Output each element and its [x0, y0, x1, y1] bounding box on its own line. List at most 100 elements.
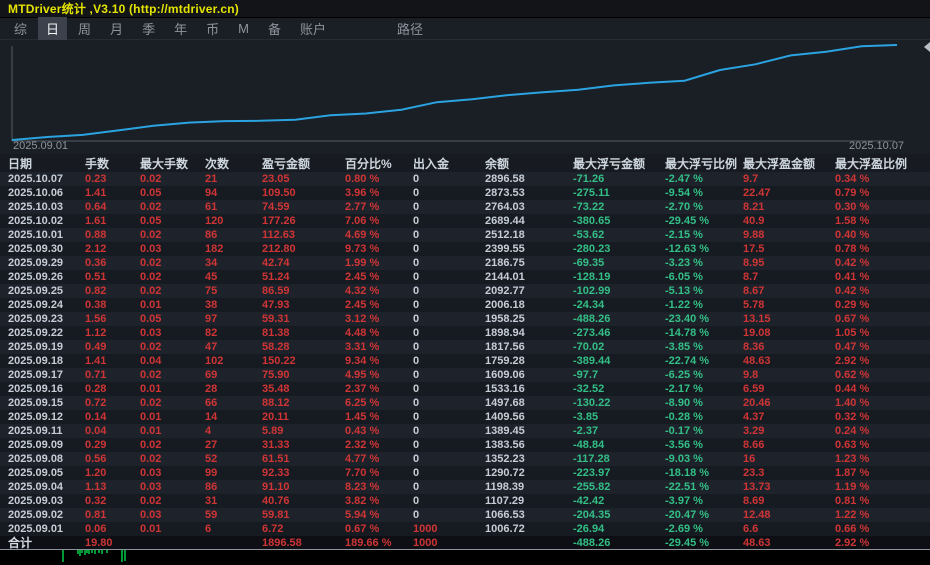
table-cell: 2025.09.12	[8, 411, 64, 423]
table-cell: 2.45 %	[345, 299, 380, 311]
table-cell: 75	[205, 285, 218, 297]
table-cell: -6.25 %	[665, 369, 703, 381]
col-header-max-float-loss: 最大浮亏金额	[573, 156, 646, 171]
table-cell: 8.23 %	[345, 481, 380, 493]
table-cell: 0	[413, 481, 420, 493]
table-row[interactable]: 2025.09.08 0.56 0.02 52 61.51 4.77 % 0 1352.23 -…	[0, 452, 930, 466]
table-row[interactable]: 2025.09.02 0.81 0.03 59 59.81 5.94 % 0 1066.53 -…	[0, 508, 930, 522]
table-cell: 7.06 %	[345, 215, 380, 227]
table-cell: 0.63 %	[835, 439, 870, 451]
table-row[interactable]: 2025.09.16 0.28 0.01 28 35.48 2.37 % 0 1533.16 -…	[0, 382, 930, 396]
table-cell: -2.37	[573, 425, 599, 437]
menu-item-5[interactable]: 年	[174, 22, 188, 37]
table-cell: 23.3	[743, 467, 765, 479]
table-cell: 0.67 %	[345, 523, 380, 535]
table-cell: 1.20	[85, 467, 107, 479]
table-row[interactable]: 2025.10.03 0.64 0.02 61 74.59 2.77 % 0 2764.03 -…	[0, 200, 930, 214]
chart-start-date-label: 2025.09.01	[13, 140, 69, 152]
table-row[interactable]: 2025.10.02 1.61 0.05 120 177.26 7.06 % 0 2689.4…	[0, 214, 930, 228]
table-row[interactable]: 2025.09.29 0.36 0.02 34 42.74 1.99 % 0 2186.75 -…	[0, 256, 930, 270]
table-cell: 1.61	[85, 215, 107, 227]
menu-item-3[interactable]: 月	[110, 22, 124, 37]
table-cell: 14	[205, 411, 218, 423]
table-cell: 8.67	[743, 285, 765, 297]
menu-item-account[interactable]: 账户	[299, 22, 326, 37]
table-cell: 1.40 %	[835, 397, 870, 409]
table-cell: -223.97	[573, 467, 611, 479]
table-cell: 59	[205, 509, 218, 521]
table-cell: 1533.16	[485, 383, 525, 395]
menu-item-0[interactable]: 综	[14, 22, 28, 37]
table-row[interactable]: 2025.09.19 0.49 0.02 47 58.28 3.31 % 0 1817.56 -…	[0, 340, 930, 354]
table-row[interactable]: 2025.09.24 0.38 0.01 38 47.93 2.45 % 0 2006.18 -…	[0, 298, 930, 312]
table-cell: 4.95 %	[345, 369, 380, 381]
table-cell: 1497.68	[485, 397, 525, 409]
table-cell: -280.23	[573, 243, 611, 255]
table-cell: 27	[205, 439, 218, 451]
table-row[interactable]: 2025.10.06 1.41 0.05 94 109.50 3.96 % 0 2873.53…	[0, 186, 930, 200]
table-row[interactable]: 2025.09.11 0.04 0.01 4 5.89 0.43 % 0 1389.45 -2.…	[0, 424, 930, 438]
table-cell: -273.46	[573, 327, 611, 339]
table-row[interactable]: 2025.09.04 1.13 0.03 86 91.10 8.23 % 0 1198.39 -…	[0, 480, 930, 494]
table-row[interactable]: 2025.09.22 1.12 0.03 82 81.38 4.48 % 0 1898.94 -…	[0, 326, 930, 340]
table-cell: 47.93	[262, 299, 290, 311]
menu-item-path[interactable]: 路径	[396, 22, 423, 37]
menu-item-7[interactable]: M	[238, 21, 249, 36]
table-cell: 2.77 %	[345, 201, 380, 213]
table-cell: 2025.09.03	[8, 495, 64, 507]
table-row[interactable]: 2025.09.15 0.72 0.02 66 88.12 6.25 % 0 1497.68 -…	[0, 396, 930, 410]
table-cell: -0.17 %	[665, 425, 703, 437]
table-row[interactable]: 2025.09.05 1.20 0.03 99 92.33 7.70 % 0 1290.72 -…	[0, 466, 930, 480]
table-cell: 0	[413, 201, 420, 213]
table-cell: 0.01	[140, 383, 162, 395]
menu-item-1[interactable]: 日	[38, 17, 68, 40]
table-cell: 69	[205, 369, 218, 381]
table-cell: 0.81	[85, 509, 107, 521]
table-row[interactable]: 2025.09.18 1.41 0.04 102 150.22 9.34 % 0 1759.2…	[0, 354, 930, 368]
table-row[interactable]: 2025.09.30 2.12 0.03 182 212.80 9.73 % 0 2399.5…	[0, 242, 930, 256]
table-cell: 0.03	[140, 467, 162, 479]
table-cell: 0.14	[85, 411, 107, 423]
table-row[interactable]: 2025.09.25 0.82 0.02 75 86.59 4.32 % 0 2092.77 -…	[0, 284, 930, 298]
table-row[interactable]: 2025.09.12 0.14 0.01 14 20.11 1.45 % 0 1409.56 -…	[0, 410, 930, 424]
table-cell: 34	[205, 257, 218, 269]
table-row[interactable]: 2025.09.09 0.29 0.02 27 31.33 2.32 % 0 1383.56 -…	[0, 438, 930, 452]
table-cell: 4.32 %	[345, 285, 380, 297]
table-cell: 0	[413, 439, 420, 451]
menu-item-6[interactable]: 币	[206, 22, 220, 37]
table-cell: 1.22 %	[835, 509, 870, 521]
table-cell: 1.87 %	[835, 467, 870, 479]
table-cell: 0.44 %	[835, 383, 870, 395]
table-cell: -255.82	[573, 481, 611, 493]
table-cell: 1.58 %	[835, 215, 870, 227]
table-cell: 2873.53	[485, 187, 525, 199]
table-row[interactable]: 2025.10.01 0.88 0.02 86 112.63 4.69 % 0 2512.18…	[0, 228, 930, 242]
table-cell: 86	[205, 229, 218, 241]
table-cell: 3.12 %	[345, 313, 380, 325]
menu-item-4[interactable]: 季	[142, 22, 156, 37]
table-cell: -2.15 %	[665, 229, 703, 241]
table-cell: -20.47 %	[665, 509, 710, 521]
equity-curve-svg	[11, 44, 898, 142]
table-row[interactable]: 2025.10.07 0.23 0.02 21 23.05 0.80 % 0 2896.58 -…	[0, 172, 930, 186]
table-row[interactable]: 2025.09.23 1.56 0.05 97 59.31 3.12 % 0 1958.25 -…	[0, 312, 930, 326]
table-cell: 0.62 %	[835, 369, 870, 381]
table-cell: 19.08	[743, 327, 771, 339]
table-cell: 86	[205, 481, 218, 493]
table-row[interactable]: 2025.09.26 0.51 0.02 45 51.24 2.45 % 0 2144.01 -…	[0, 270, 930, 284]
menu-item-8[interactable]: 备	[267, 22, 281, 37]
table-cell: 6.59	[743, 383, 765, 395]
table-cell: 8.69	[743, 495, 765, 507]
table-cell: 4.77 %	[345, 453, 380, 465]
table-cell: 21	[205, 173, 218, 185]
table-cell: 0	[413, 509, 420, 521]
table-cell: 52	[205, 453, 218, 465]
table-cell: 2896.58	[485, 173, 525, 185]
table-row[interactable]: 2025.09.03 0.32 0.02 31 40.76 3.82 % 0 1107.29 -…	[0, 494, 930, 508]
table-cell: 2.45 %	[345, 271, 380, 283]
total-cell: 1000	[413, 536, 438, 549]
menu-item-2[interactable]: 周	[78, 22, 92, 37]
table-row[interactable]: 2025.09.17 0.71 0.02 69 75.90 4.95 % 0 1609.06 -…	[0, 368, 930, 382]
table-row[interactable]: 2025.09.01 0.06 0.01 6 6.72 0.67 % 1000 1006.72…	[0, 522, 930, 536]
